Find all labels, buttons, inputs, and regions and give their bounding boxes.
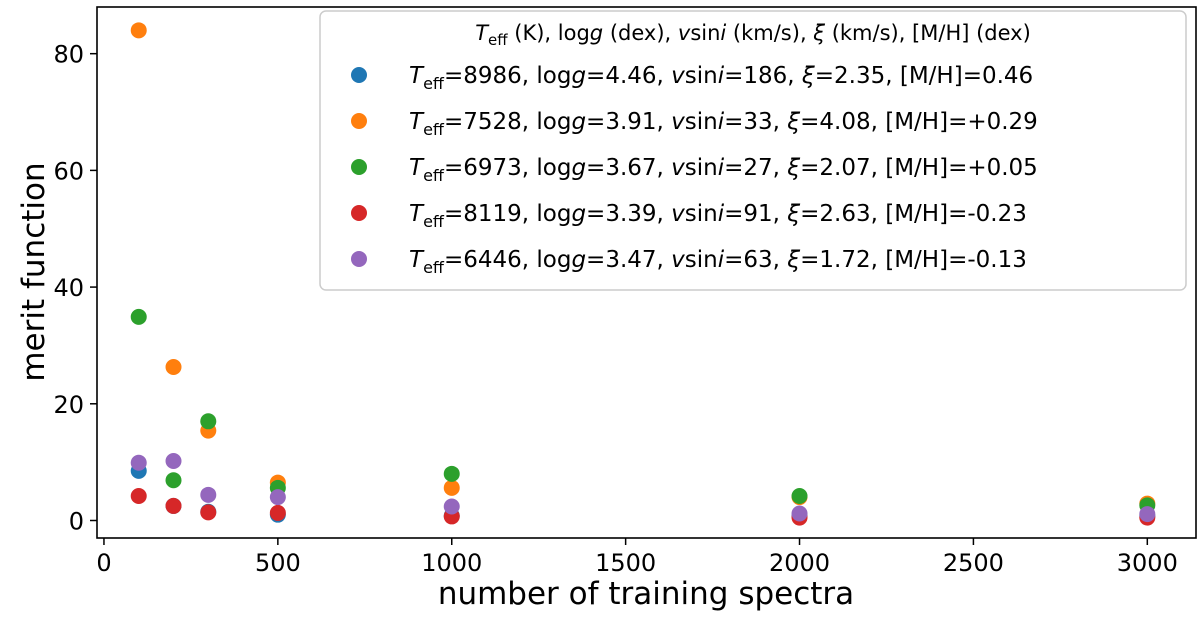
legend-marker-2 [351,159,367,175]
x-tick-label: 3000 [1117,549,1178,577]
data-point-series-3-x-200 [165,497,182,514]
y-tick-label: 20 [53,391,84,419]
y-axis: 0 20 40 60 80 [53,41,97,535]
data-point-series-4-x-1000 [443,498,460,515]
data-point-series-1-x-100 [130,22,147,39]
data-point-series-4-x-200 [165,452,182,469]
data-point-series-4-x-300 [200,486,217,503]
y-tick-label: 60 [53,157,84,185]
data-point-series-2-x-300 [200,413,217,430]
x-tick-label: 2500 [943,549,1004,577]
data-point-series-4-x-2000 [791,505,808,522]
data-point-series-2-x-2000 [791,487,808,504]
data-point-series-4-x-3000 [1139,506,1156,523]
legend-box [319,10,1187,291]
data-point-series-3-x-500 [269,504,286,521]
legend-entry-3: Teff=8119, logg=3.39, vsini=91, ξ=2.63, … [409,201,1027,231]
data-point-series-2-x-100 [130,308,147,325]
data-point-series-2-x-200 [165,472,182,489]
data-point-series-3-x-100 [130,487,147,504]
x-axis-title: number of training spectra [438,576,854,612]
data-point-series-4-x-100 [130,454,147,471]
legend-entry-1: Teff=7528, logg=3.91, vsini=33, ξ=4.08, … [409,109,1038,139]
plot-frame [96,6,1197,539]
legend-marker-3 [351,205,367,221]
y-tick-label: 0 [69,507,84,535]
x-tick-label: 500 [255,549,301,577]
x-tick-label: 0 [96,549,111,577]
data-point-series-2-x-1000 [443,465,460,482]
y-tick-label: 80 [53,41,84,69]
legend-title: Teff (K), logg (dex), vsini (km/s), ξ (k… [475,21,1031,49]
data-point-series-3-x-300 [200,504,217,521]
x-tick-label: 2000 [769,549,830,577]
y-axis-title: merit function [16,162,52,381]
legend-marker-1 [351,113,367,129]
legend-marker-0 [351,67,367,83]
data-point-series-4-x-500 [269,489,286,506]
legend: Teff (K), logg (dex), vsini (km/s), ξ (k… [319,10,1187,291]
x-tick-label: 1500 [595,549,656,577]
data-point-series-1-x-200 [165,359,182,376]
y-tick-label: 40 [53,274,84,302]
legend-entry-2: Teff=6973, logg=3.67, vsini=27, ξ=2.07, … [409,155,1038,185]
legend-marker-4 [351,251,367,267]
legend-entry-0: Teff=8986, logg=4.46, vsini=186, ξ=2.35,… [409,63,1033,93]
legend-entry-4: Teff=6446, logg=3.47, vsini=63, ξ=1.72, … [409,247,1027,277]
data-points-layer [130,22,1156,526]
data-point-series-1-x-1000 [443,479,460,496]
x-tick-label: 1000 [421,549,482,577]
x-axis: 0 500 1000 1500 2000 2500 3000 [96,538,1178,577]
